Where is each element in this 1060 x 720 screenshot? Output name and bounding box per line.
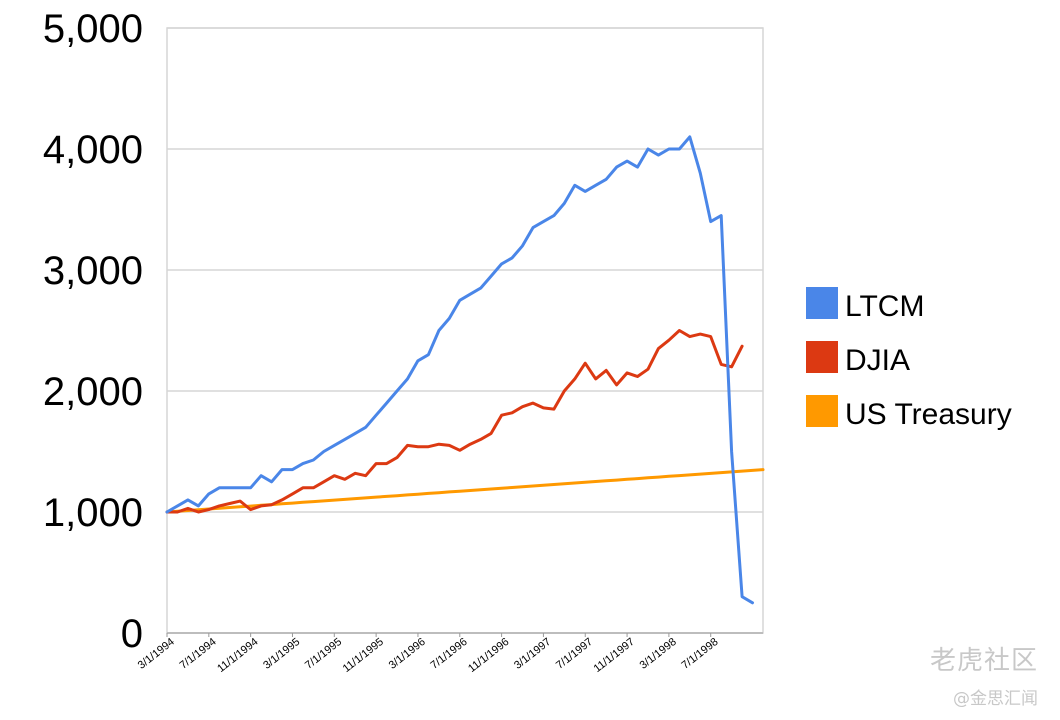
y-axis-ticks: 0 1,000 2,000 3,000 4,000 5,000 <box>43 7 143 656</box>
watermark-account: @金思汇闻 <box>953 689 1038 709</box>
series-line-ltcm <box>165 135 754 605</box>
x-tick-label: 7/1/1997 <box>554 636 595 672</box>
x-tick-label: 7/1/1994 <box>178 636 219 672</box>
series-lines <box>165 135 765 605</box>
legend: LTCM DJIA US Treasury <box>806 287 1012 431</box>
y-tick-label: 3,000 <box>43 249 143 293</box>
legend-label-djia: DJIA <box>845 344 910 377</box>
legend-swatch-us-treasury <box>806 395 838 427</box>
x-tick-label: 11/1/1995 <box>341 636 386 675</box>
y-tick-label: 2,000 <box>43 370 143 414</box>
legend-label-ltcm: LTCM <box>845 290 924 323</box>
legend-swatch-ltcm <box>806 287 838 319</box>
series-line-djia <box>165 329 744 514</box>
x-tick-label: 7/1/1998 <box>679 636 720 672</box>
watermark-community: 老虎社区 <box>929 646 1038 676</box>
x-tick-label: 3/1/1995 <box>261 636 302 672</box>
x-tick-label: 3/1/1998 <box>638 636 679 672</box>
legend-label-us-treasury: US Treasury <box>845 398 1012 431</box>
legend-swatch-djia <box>806 341 838 373</box>
series-line-us-treasury <box>165 468 765 514</box>
x-tick-label: 11/1/1997 <box>592 636 637 675</box>
gridlines <box>166 27 764 634</box>
y-tick-label: 4,000 <box>43 128 143 172</box>
x-tick-label: 7/1/1995 <box>303 636 344 672</box>
x-tick-label: 7/1/1996 <box>428 636 469 672</box>
plot-frame <box>166 27 764 634</box>
y-tick-label: 0 <box>121 612 143 656</box>
y-tick-label: 5,000 <box>43 7 143 51</box>
x-tick-label: 3/1/1996 <box>387 636 428 672</box>
y-tick-label: 1,000 <box>43 491 143 535</box>
x-tick-label: 11/1/1994 <box>215 636 260 675</box>
x-tick-label: 3/1/1997 <box>512 636 553 672</box>
x-tick-label: 11/1/1996 <box>466 636 511 675</box>
